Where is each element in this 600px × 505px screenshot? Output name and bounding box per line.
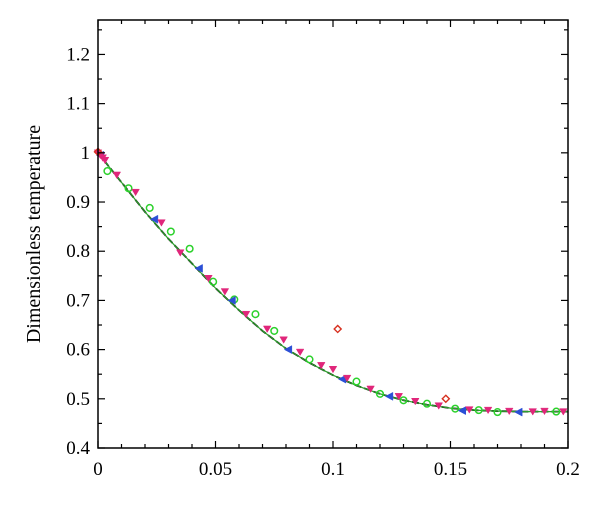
data-point-diamond [441, 394, 451, 404]
y-tick-label: 0.5 [66, 389, 90, 410]
data-point-circle [552, 407, 561, 416]
data-point-triangle-down [342, 374, 352, 383]
data-point-circle [451, 404, 460, 413]
data-point-diamond [333, 324, 343, 334]
data-point-triangle-down [317, 362, 326, 370]
data-point-circle [352, 377, 361, 386]
data-point-triangle-down [279, 336, 288, 344]
data-point-triangle-down [559, 408, 568, 416]
x-tick-label: 0 [93, 459, 103, 480]
data-point-triangle-left [283, 345, 293, 355]
data-point-circle [375, 389, 385, 398]
data-point-circle [124, 184, 133, 193]
data-point-triangle-down [366, 385, 375, 393]
y-tick-label: 0.6 [66, 340, 90, 361]
y-tick-label: 1.2 [66, 44, 90, 65]
x-tick-label: 0.1 [321, 459, 345, 480]
data-point-triangle-left [457, 406, 466, 416]
x-tick-label: 0.2 [556, 459, 580, 480]
y-tick-label: 0.7 [66, 290, 90, 311]
data-point-triangle-down [411, 398, 420, 406]
y-tick-label: 0.8 [66, 241, 90, 262]
data-point-circle [166, 227, 175, 236]
x-tick-label: 0.05 [199, 459, 232, 480]
data-point-triangle-down [505, 407, 514, 416]
data-point-triangle-left [194, 264, 203, 273]
axis-ticks: 0 0.05 0.1 0.15 0.2 0.4 0.5 0.6 0.7 0.8 0.9 1 1.1 1.2 [66, 20, 580, 480]
data-point-triangle-down [295, 348, 305, 357]
data-point-triangle-down [528, 408, 537, 416]
data-point-triangle-down [100, 156, 110, 165]
y-tick-label: 1.1 [66, 94, 90, 115]
data-point-circle [209, 277, 218, 286]
data-point-triangle-left [227, 295, 236, 305]
data-point-triangle-left [149, 214, 159, 224]
data-point-circle [399, 396, 408, 405]
data-point-triangle-left [514, 407, 523, 417]
y-tick-label: 0.9 [66, 192, 90, 213]
data-point-triangle-down [176, 249, 185, 257]
data-point-circle [185, 244, 194, 253]
data-point-triangle-down [483, 406, 493, 415]
data-point-triangle-down [540, 407, 549, 416]
data-point-circle [422, 399, 432, 408]
data-point-triangle-down [262, 325, 272, 333]
y-axis-label: Dimensionless temperature [23, 125, 45, 343]
data-point-circle [103, 166, 112, 176]
y-tick-label: 0.4 [66, 438, 90, 459]
data-point-triangle-down [112, 171, 122, 179]
data-point-triangle-down [157, 219, 166, 227]
data-point-triangle-left [384, 391, 394, 401]
data-point-triangle-down [204, 275, 213, 283]
x-tick-label: 0.15 [434, 459, 467, 480]
data-point-triangle-down [465, 406, 474, 414]
y-tick-label: 1 [81, 143, 91, 164]
data-point-circle [145, 203, 154, 212]
data-point-triangle-down [328, 366, 338, 374]
data-point-triangle-down [241, 310, 251, 319]
data-point-circle [305, 355, 314, 364]
data-point-triangle-down [220, 288, 230, 296]
data-point-triangle-down [394, 393, 404, 401]
data-point-circle [251, 310, 260, 319]
data-point-circle [493, 408, 502, 417]
data-point-triangle-down [131, 188, 140, 197]
data-point-circle [474, 406, 483, 415]
data-point-triangle-down [434, 402, 443, 410]
data-point-circle [270, 326, 279, 335]
plot-area [93, 147, 568, 417]
